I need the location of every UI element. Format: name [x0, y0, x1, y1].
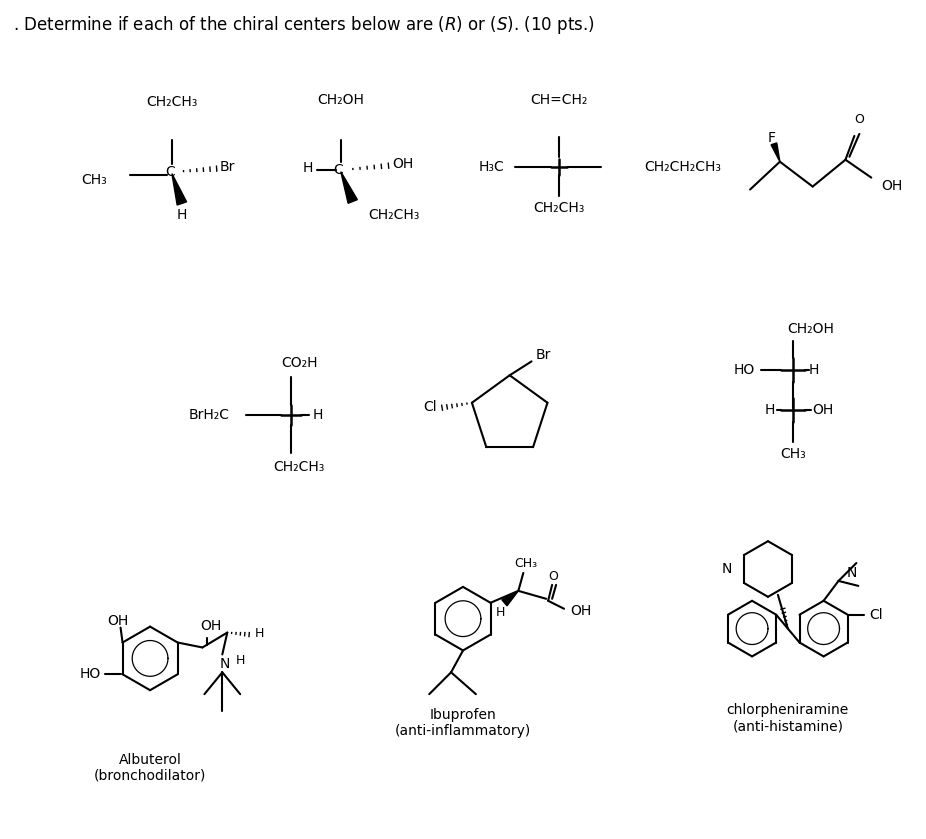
Text: CH₂CH₃: CH₂CH₃ — [273, 460, 325, 474]
Text: Br: Br — [219, 159, 235, 174]
Text: CH₂OH: CH₂OH — [787, 321, 834, 336]
Text: CH₃: CH₃ — [515, 556, 538, 570]
Text: H: H — [236, 654, 245, 667]
Text: OH: OH — [882, 179, 903, 193]
Text: CH₃: CH₃ — [780, 447, 806, 461]
Text: OH: OH — [107, 613, 128, 628]
Polygon shape — [172, 174, 186, 205]
Text: H: H — [303, 161, 313, 175]
Text: OH: OH — [813, 403, 834, 417]
Text: H: H — [313, 408, 323, 422]
Text: H: H — [177, 208, 187, 222]
Text: HO: HO — [733, 363, 755, 378]
Text: N: N — [220, 658, 231, 671]
Text: F: F — [768, 131, 776, 145]
Text: CH₂CH₃: CH₂CH₃ — [533, 201, 585, 216]
Text: C: C — [165, 164, 175, 179]
Text: N: N — [846, 566, 857, 580]
Text: O: O — [548, 571, 558, 583]
Text: CH₂CH₂CH₃: CH₂CH₂CH₃ — [644, 159, 720, 174]
Text: HO: HO — [80, 667, 101, 681]
Text: O: O — [855, 113, 864, 127]
Text: Albuterol
(bronchodilator): Albuterol (bronchodilator) — [94, 753, 206, 783]
Text: N: N — [722, 562, 732, 576]
Text: CH₂OH: CH₂OH — [318, 93, 364, 107]
Text: CH=CH₂: CH=CH₂ — [531, 93, 588, 107]
Text: H: H — [495, 607, 506, 619]
Text: Cl: Cl — [423, 399, 437, 414]
Text: BrH₂C: BrH₂C — [189, 408, 230, 422]
Text: H₃C: H₃C — [479, 159, 505, 174]
Text: OH: OH — [393, 157, 414, 170]
Text: . Determine if each of the chiral centers below are $(R)$ or $(S)$. (10 pts.): . Determine if each of the chiral center… — [13, 13, 594, 35]
Text: CH₂CH₃: CH₂CH₃ — [146, 95, 197, 109]
Text: Cl: Cl — [870, 607, 883, 622]
Text: CH₂CH₃: CH₂CH₃ — [369, 208, 420, 222]
Polygon shape — [341, 172, 357, 203]
Text: chlorpheniramine
(anti-histamine): chlorpheniramine (anti-histamine) — [727, 703, 849, 733]
Polygon shape — [502, 591, 519, 606]
Text: CH₃: CH₃ — [81, 173, 107, 186]
Text: H: H — [255, 627, 265, 640]
Text: CO₂H: CO₂H — [281, 357, 318, 370]
Text: H: H — [808, 363, 820, 378]
Polygon shape — [771, 143, 780, 162]
Text: Br: Br — [535, 348, 551, 362]
Text: H: H — [765, 403, 775, 417]
Text: C: C — [333, 163, 343, 177]
Text: OH: OH — [570, 604, 591, 618]
Text: OH: OH — [200, 618, 221, 633]
Text: Ibuprofen
(anti-inflammatory): Ibuprofen (anti-inflammatory) — [394, 708, 532, 738]
